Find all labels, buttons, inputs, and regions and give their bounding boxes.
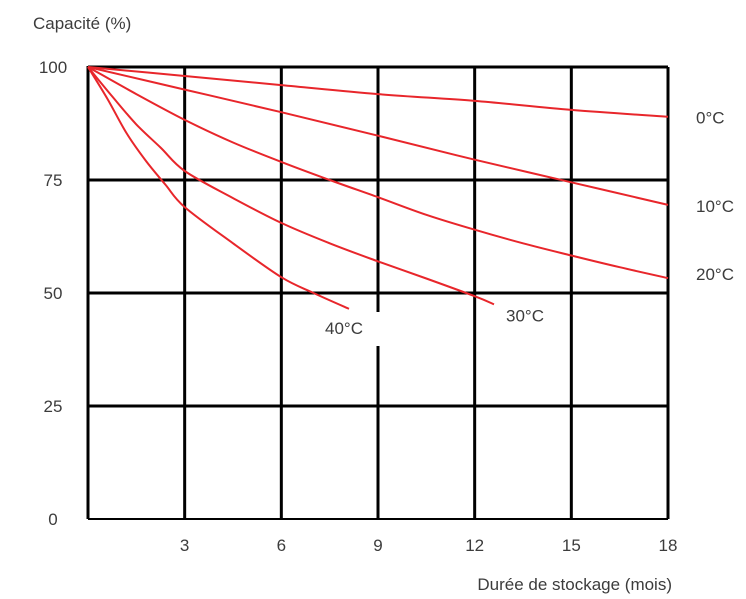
y-tick-label: 75 [44,171,63,190]
grid-lines [86,65,670,520]
x-tick-label: 9 [373,536,382,555]
series-line-40c [87,66,350,310]
series-line-20c [87,66,669,280]
y-tick-labels: 0 25 50 75 100 [39,58,67,529]
x-tick-label: 18 [659,536,678,555]
y-tick-label: 0 [48,510,57,529]
series-line-10c [87,66,669,206]
x-tick-labels: 3 6 9 12 15 18 [180,536,678,555]
x-tick-label: 3 [180,536,189,555]
y-tick-label: 50 [44,284,63,303]
series-label-40c: 40°C [325,319,363,338]
x-axis-title: Durée de stockage (mois) [477,575,672,594]
series-label-30c: 30°C [506,306,544,325]
series-labels: 0°C 10°C 20°C 30°C 40°C [325,109,734,338]
series-curves [87,66,669,310]
y-tick-label: 100 [39,58,67,77]
y-axis-title: Capacité (%) [33,14,131,33]
series-line-0c [87,66,669,118]
x-tick-label: 6 [277,536,286,555]
y-tick-label: 25 [44,397,63,416]
series-label-0c: 0°C [696,109,725,128]
series-label-10c: 10°C [696,197,734,216]
x-tick-label: 12 [465,536,484,555]
x-tick-label: 15 [562,536,581,555]
series-label-20c: 20°C [696,265,734,284]
series-line-30c [87,66,495,306]
